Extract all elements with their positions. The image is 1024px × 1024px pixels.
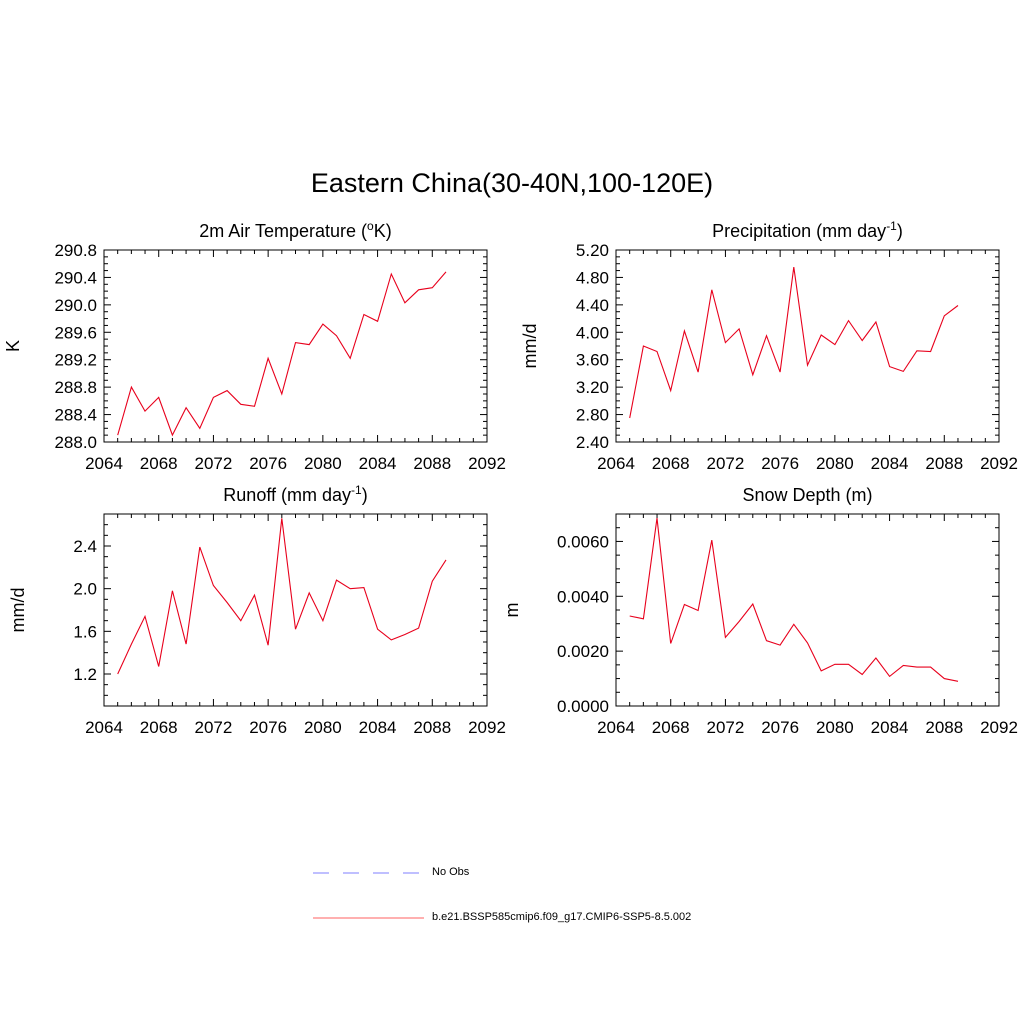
- y-tick-label: 2.0: [73, 580, 97, 599]
- chart-panel-1: 2064 2068 2072 2076 2080 2084 2088 2092 2.40 2.80…: [520, 219, 1018, 473]
- x-tick-label: 2088: [413, 718, 451, 737]
- x-tick-label: 2064: [85, 454, 123, 473]
- x-tick-label: 2076: [249, 718, 287, 737]
- page-title: Eastern China(30-40N,100-120E): [310, 168, 714, 198]
- x-tick-label: 2064: [597, 718, 635, 737]
- y-tick-label: 4.80: [576, 268, 609, 287]
- y-tick-label: 4.40: [576, 296, 609, 315]
- y-axis-label: m: [502, 603, 522, 618]
- y-tick-label: 290.8: [54, 241, 97, 260]
- y-tick-label: 2.4: [73, 537, 97, 556]
- chart-panel-3: 2064 2068 2072 2076 2080 2084 2088 2092 0.0000 0.…: [502, 485, 1018, 737]
- chart-panel-0: 2064 2068 2072 2076 2080 2084 2088 2092 288.0 288…: [3, 219, 506, 473]
- series-line-model: [629, 518, 959, 682]
- x-tick-label: 2068: [140, 718, 178, 737]
- x-tick-label: 2092: [468, 718, 506, 737]
- y-tick-label: 3.20: [576, 378, 609, 397]
- y-tick-label: 2.40: [576, 433, 609, 452]
- chart-panel-2: 2064 2068 2072 2076 2080 2084 2088 2092 1.2 1.6 2.…: [8, 483, 506, 737]
- y-axis-label: K: [3, 340, 23, 352]
- panel-title: Precipitation (mm day-1): [712, 219, 903, 241]
- x-tick-label: 2080: [816, 454, 854, 473]
- y-tick-label: 288.0: [54, 433, 97, 452]
- y-tick-label: 0.0060: [557, 532, 609, 551]
- x-tick-label: 2076: [761, 718, 799, 737]
- x-tick-label: 2088: [413, 454, 451, 473]
- y-tick-label: 4.00: [576, 323, 609, 342]
- y-tick-label: 289.2: [54, 351, 97, 370]
- y-tick-label: 5.20: [576, 241, 609, 260]
- x-tick-label: 2084: [359, 454, 397, 473]
- x-tick-label: 2088: [925, 718, 963, 737]
- x-tick-label: 2092: [468, 454, 506, 473]
- series-line-model: [117, 271, 447, 437]
- x-tick-label: 2076: [761, 454, 799, 473]
- x-tick-label: 2084: [359, 718, 397, 737]
- x-tick-label: 2068: [652, 718, 690, 737]
- legend-label-no-obs: No Obs: [432, 866, 470, 878]
- y-axis-label: mm/d: [8, 588, 28, 633]
- x-tick-label: 2080: [304, 718, 342, 737]
- x-tick-label: 2080: [816, 718, 854, 737]
- x-tick-label: 2072: [707, 718, 745, 737]
- x-tick-label: 2068: [140, 454, 178, 473]
- y-tick-label: 288.4: [54, 406, 97, 425]
- y-tick-label: 288.8: [54, 378, 97, 397]
- y-tick-label: 0.0020: [557, 642, 609, 661]
- x-tick-label: 2064: [85, 718, 123, 737]
- y-tick-label: 289.6: [54, 323, 97, 342]
- legend-label-model: b.e21.BSSP585cmip6.f09_g17.CMIP6-SSP5-8.…: [432, 911, 692, 923]
- y-tick-label: 0.0040: [557, 587, 609, 606]
- y-tick-label: 290.4: [54, 268, 97, 287]
- y-tick-label: 3.60: [576, 351, 609, 370]
- y-tick-label: 0.0000: [557, 697, 609, 716]
- y-tick-label: 290.0: [54, 296, 97, 315]
- series-line-model: [629, 267, 959, 419]
- x-tick-label: 2092: [980, 718, 1018, 737]
- x-tick-label: 2088: [925, 454, 963, 473]
- panel-title: Runoff (mm day-1): [223, 483, 367, 505]
- x-tick-label: 2072: [195, 454, 233, 473]
- x-tick-label: 2068: [652, 454, 690, 473]
- x-tick-label: 2064: [597, 454, 635, 473]
- panel-title: Snow Depth (m): [742, 485, 872, 505]
- y-tick-label: 2.80: [576, 406, 609, 425]
- series-line-model: [117, 518, 447, 675]
- y-tick-label: 1.2: [73, 665, 97, 684]
- x-tick-label: 2084: [871, 718, 909, 737]
- y-tick-label: 1.6: [73, 622, 97, 641]
- x-tick-label: 2072: [707, 454, 745, 473]
- x-tick-label: 2072: [195, 718, 233, 737]
- y-axis-label: mm/d: [520, 324, 540, 369]
- x-tick-label: 2080: [304, 454, 342, 473]
- x-tick-label: 2092: [980, 454, 1018, 473]
- panel-title: 2m Air Temperature (oK): [199, 219, 391, 241]
- x-tick-label: 2076: [249, 454, 287, 473]
- x-tick-label: 2084: [871, 454, 909, 473]
